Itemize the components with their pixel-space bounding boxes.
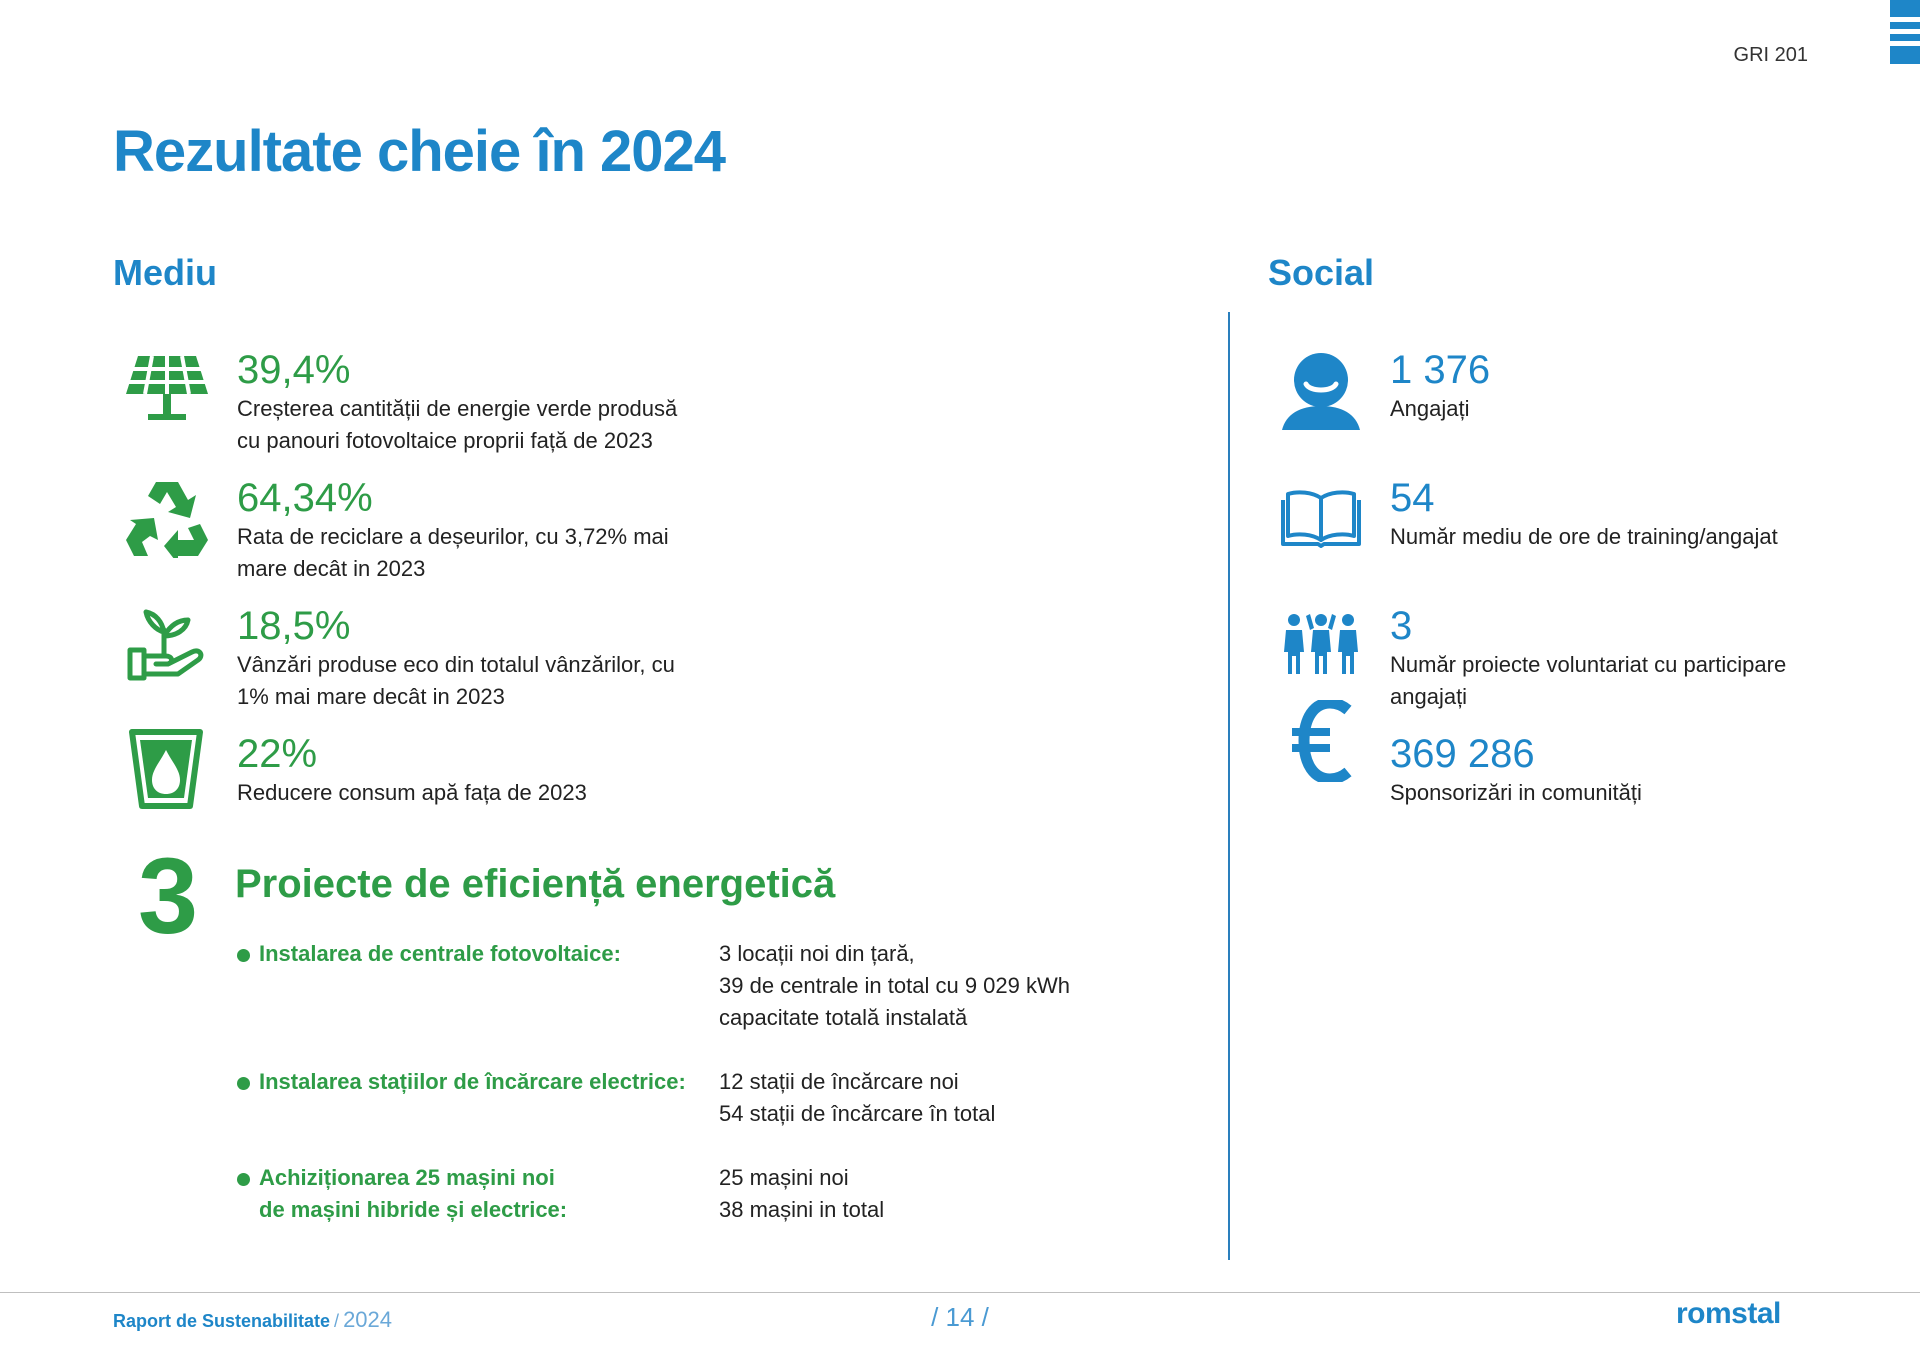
- projects-count: 3: [138, 835, 199, 956]
- project-label: Instalarea stațiilor de încărcare electr…: [259, 1069, 686, 1094]
- menu-icon[interactable]: [1889, 17, 1920, 22]
- page-number: / 14 /: [931, 1302, 989, 1332]
- column-divider: [1228, 312, 1230, 1260]
- kpi-description: Creșterea cantității de energie verde pr…: [237, 396, 678, 453]
- employee-icon: [1280, 350, 1362, 432]
- kpi-description: Număr proiecte voluntariat cu participar…: [1390, 652, 1787, 709]
- project-label: Achiziționarea 25 mașini noi de mașini h…: [259, 1165, 568, 1222]
- bullet-icon: [237, 1077, 250, 1090]
- water-drop-icon: [128, 728, 204, 810]
- recycle-icon: [124, 478, 210, 558]
- kpi-description: Angajați: [1390, 396, 1470, 421]
- project-detail: 12 stații de încărcare noi 54 stații de …: [719, 1069, 996, 1126]
- solar-panel-icon: [124, 354, 210, 426]
- page-title: Rezultate cheie în 2024: [113, 119, 726, 184]
- bullet-icon: [237, 949, 250, 962]
- kpi-description: Reducere consum apă fața de 2023: [237, 780, 587, 805]
- kpi-description: Vânzări produse eco din totalul vânzăril…: [237, 652, 675, 709]
- book-icon: [1280, 488, 1362, 548]
- kpi-description: Rata de reciclare a deșeurilor, cu 3,72%…: [237, 524, 669, 581]
- menu-icon[interactable]: [1889, 29, 1920, 34]
- section-title-social: Social: [1268, 252, 1375, 293]
- footer-divider: [0, 1292, 1920, 1293]
- kpi-value: 18,5%: [237, 604, 351, 648]
- kpi-description: Sponsorizări in comunități: [1390, 780, 1642, 805]
- kpi-value: 369 286: [1390, 732, 1535, 776]
- project-detail: 3 locații noi din țară, 39 de centrale i…: [719, 941, 1070, 1030]
- footer-report-name: Raport de Sustenabilitate/2024: [113, 1307, 393, 1332]
- volunteers-icon: [1280, 612, 1362, 676]
- menu-icon[interactable]: [1889, 41, 1920, 46]
- bullet-icon: [237, 1173, 250, 1186]
- kpi-description: Număr mediu de ore de training/angajat: [1390, 524, 1778, 549]
- kpi-value: 64,34%: [237, 476, 373, 520]
- euro-icon: [1290, 700, 1354, 782]
- kpi-value: 54: [1390, 476, 1435, 520]
- plant-hand-icon: [126, 606, 206, 682]
- projects-title: Proiecte de eficiență energetică: [235, 862, 836, 906]
- kpi-value: 39,4%: [237, 348, 351, 392]
- kpi-value: 22%: [237, 732, 318, 776]
- gri-code: GRI 201: [1733, 44, 1808, 66]
- kpi-value: 3: [1390, 604, 1413, 648]
- project-detail: 25 mașini noi 38 mașini in total: [719, 1165, 885, 1222]
- romstal-logo: romstal: [1676, 1297, 1781, 1330]
- section-title-mediu: Mediu: [113, 252, 217, 293]
- kpi-value: 1 376: [1390, 348, 1491, 392]
- project-label: Instalarea de centrale fotovoltaice:: [259, 941, 621, 966]
